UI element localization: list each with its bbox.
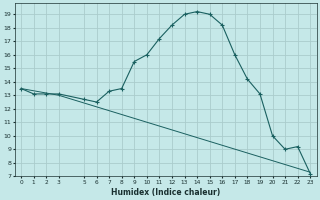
X-axis label: Humidex (Indice chaleur): Humidex (Indice chaleur) <box>111 188 220 197</box>
